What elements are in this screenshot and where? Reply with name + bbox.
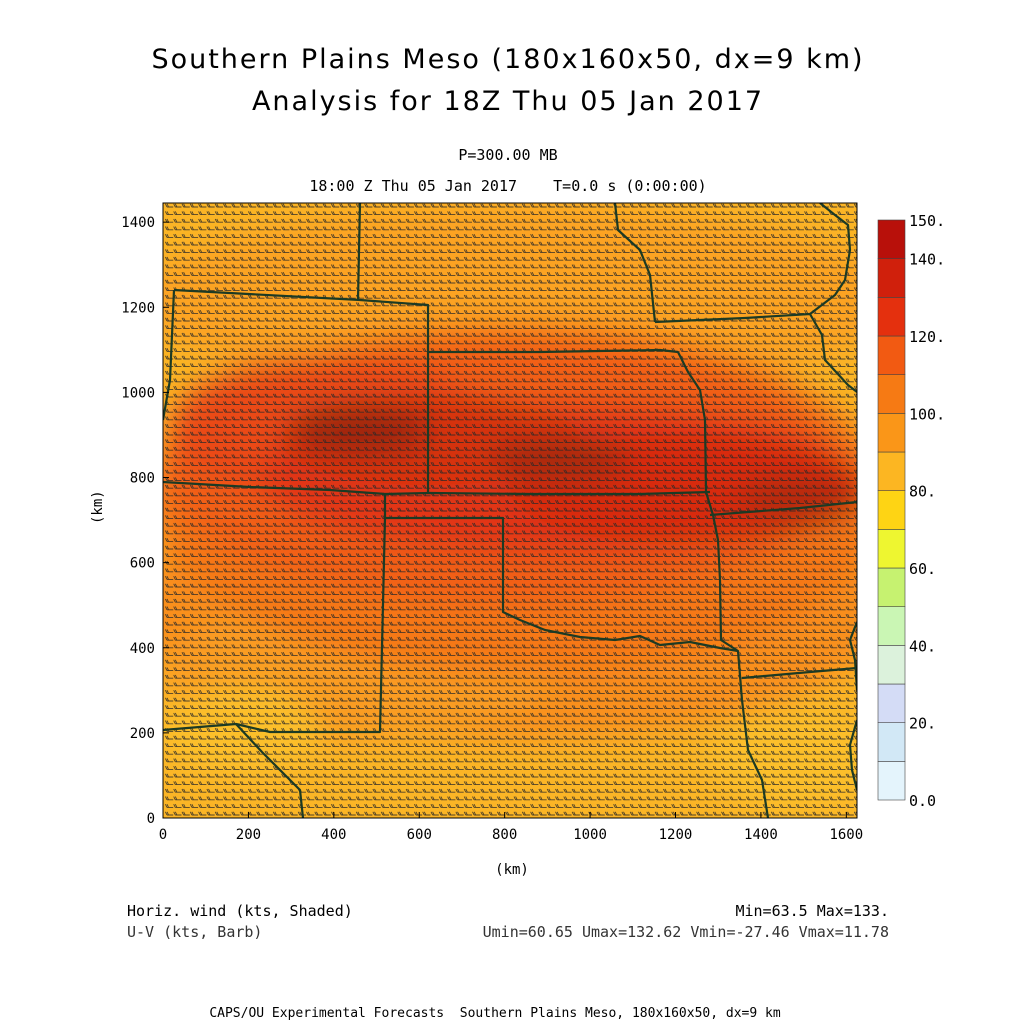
colorbar-swatch <box>877 451 906 491</box>
barb-field-name: U-V (kts, Barb) <box>127 923 263 941</box>
colorbar-label: 0.0 <box>909 792 936 810</box>
x-tick-label: 1400 <box>744 827 778 843</box>
colorbar-swatch <box>877 374 906 414</box>
wind-barb-field <box>164 203 857 816</box>
x-axis-label: (km) <box>495 862 529 878</box>
colorbar-swatch <box>877 335 906 375</box>
x-tick-label: 400 <box>321 827 346 843</box>
colorbar-swatch <box>877 645 906 685</box>
x-tick-label: 600 <box>407 827 432 843</box>
y-tick-label: 1400 <box>121 215 155 231</box>
y-tick-label: 0 <box>147 811 155 827</box>
state-border-line <box>428 348 679 354</box>
colorbar-swatch <box>877 529 906 569</box>
x-tick-label: 1000 <box>573 827 607 843</box>
field-name: Horiz. wind (kts, Shaded) <box>127 902 353 920</box>
y-tick-label: 1000 <box>121 385 155 401</box>
colorbar: 150. 140. 120. 100. 80. 60. 40. 20. 0.0 <box>877 212 945 810</box>
colorbar-swatch <box>877 606 906 646</box>
colorbar-label: 40. <box>909 637 936 655</box>
state-border-line <box>163 289 176 421</box>
state-border-line <box>848 621 857 691</box>
colorbar-label: 60. <box>909 560 936 578</box>
colorbar-label: 100. <box>909 405 945 423</box>
colorbar-label: 20. <box>909 715 936 733</box>
state-border-line <box>173 288 430 494</box>
x-tick-label: 200 <box>236 827 261 843</box>
colorbar-swatch <box>877 413 906 453</box>
colorbar-swatch <box>877 219 906 259</box>
x-tick-label: 1600 <box>829 827 863 843</box>
colorbar-swatch <box>877 761 906 801</box>
state-border-line <box>809 203 852 315</box>
uv-stats: Umin=60.65 Umax=132.62 Vmin=-27.46 Vmax=… <box>482 923 889 941</box>
footer-credit: CAPS/OU Experimental Forecasts Southern … <box>209 1006 781 1021</box>
colorbar-swatch <box>877 490 906 530</box>
y-axis: 0 200 400 600 800 1000 1200 1400 <box>121 215 169 827</box>
y-tick-label: 800 <box>130 471 155 487</box>
x-tick-label: 800 <box>492 827 517 843</box>
colorbar-swatch <box>877 683 906 723</box>
state-border-line <box>163 480 711 496</box>
state-borders <box>163 203 857 818</box>
x-axis: 0 200 400 600 800 1000 1200 1400 1600 <box>159 812 863 843</box>
state-border-line <box>356 203 362 301</box>
x-tick-label: 1200 <box>659 827 693 843</box>
title-line2: Analysis for 18Z Thu 05 Jan 2017 <box>251 86 765 117</box>
colorbar-swatch <box>877 258 906 298</box>
state-border-line <box>654 312 857 393</box>
colorbar-swatch <box>877 722 906 762</box>
y-tick-label: 600 <box>130 556 155 572</box>
colorbar-label: 150. <box>909 212 945 230</box>
colorbar-swatch <box>877 567 906 607</box>
y-axis-label: (km) <box>90 490 106 524</box>
state-border-line <box>235 723 305 818</box>
plot-frame <box>162 202 858 819</box>
colorbar-swatch <box>877 297 906 337</box>
state-border-line <box>383 494 739 653</box>
state-border-line <box>848 719 857 791</box>
y-tick-label: 1200 <box>121 300 155 316</box>
y-tick-label: 200 <box>130 726 155 742</box>
x-tick-label: 0 <box>159 827 167 843</box>
y-tick-label: 400 <box>130 641 155 657</box>
wind-barbs <box>164 203 857 816</box>
state-border-line <box>709 500 857 517</box>
valid-time: 18:00 Z Thu 05 Jan 2017 T=0.0 s (0:00:00… <box>309 177 707 195</box>
state-border-line <box>741 666 857 680</box>
title-line1: Southern Plains Meso (180x160x50, dx=9 k… <box>151 44 865 75</box>
wind-speed-shading <box>163 203 857 818</box>
field-min-max: Min=63.5 Max=133. <box>735 902 889 920</box>
state-border-line <box>163 517 387 734</box>
state-border-line <box>613 203 657 323</box>
pressure-level: P=300.00 MB <box>458 146 558 164</box>
colorbar-label: 80. <box>909 483 936 501</box>
colorbar-label: 140. <box>909 251 945 269</box>
state-border-line <box>677 351 770 818</box>
colorbar-label: 120. <box>909 328 945 346</box>
